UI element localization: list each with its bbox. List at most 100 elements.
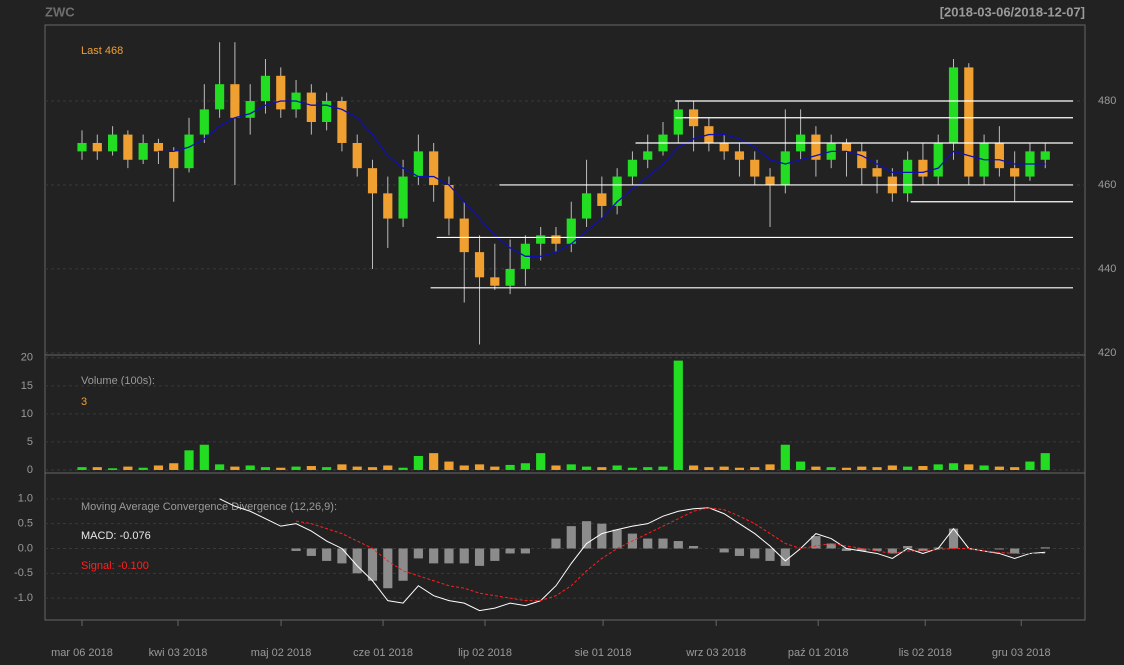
- histogram-bar: [429, 548, 439, 564]
- candle-body: [612, 176, 622, 206]
- volume-bar: [734, 467, 745, 470]
- candle-body: [383, 193, 393, 219]
- volume-bar: [245, 465, 255, 470]
- volume-bar: [964, 464, 974, 470]
- candle-body: [872, 168, 882, 177]
- candle-body: [123, 134, 133, 160]
- volume-bar: [520, 463, 530, 470]
- candle-body: [230, 84, 240, 118]
- histogram-bar: [948, 528, 959, 549]
- volume-bar: [1025, 461, 1035, 470]
- histogram-bar: [566, 526, 576, 549]
- x-tick-label: maj 02 2018: [251, 647, 312, 659]
- histogram-bar: [413, 548, 423, 559]
- volume-bar: [413, 455, 423, 470]
- histogram-bar: [673, 541, 683, 549]
- volume-bar: [903, 466, 913, 470]
- x-tick-label: sie 01 2018: [575, 647, 632, 659]
- candle-body: [994, 142, 1004, 169]
- candle-body: [964, 67, 974, 177]
- candle-body: [780, 151, 790, 185]
- volume-title: Volume (100s):: [81, 375, 155, 387]
- histogram-bar: [750, 548, 760, 559]
- y-tick-label: 0.0: [18, 542, 33, 554]
- histogram-bar: [322, 548, 332, 561]
- volume-bar: [627, 467, 638, 470]
- histogram-bar: [459, 548, 469, 564]
- volume-bar: [1010, 467, 1020, 470]
- volume-bar: [612, 465, 622, 470]
- volume-bar: [566, 464, 576, 470]
- candle-body: [322, 100, 332, 122]
- x-tick-label: paź 01 2018: [788, 647, 849, 659]
- histogram-bar: [612, 529, 622, 549]
- histogram-bar: [643, 538, 653, 549]
- volume-bar: [184, 450, 194, 470]
- volume-bar: [169, 463, 179, 470]
- candle-body: [566, 218, 576, 244]
- volume-bar: [719, 466, 729, 470]
- y-tick-label: 10: [21, 408, 33, 420]
- candle-body: [811, 134, 821, 160]
- histogram-bar: [444, 548, 454, 564]
- candle-body: [750, 159, 760, 177]
- volume-bar: [306, 466, 316, 470]
- last-price: Last 468: [81, 45, 123, 57]
- x-tick-label: wrz 03 2018: [685, 647, 746, 659]
- histogram-bar: [291, 548, 301, 551]
- histogram-bar: [597, 523, 607, 549]
- histogram-bar: [505, 548, 515, 554]
- y-tick-label: 0: [27, 464, 33, 476]
- chart-title: ZWC: [45, 4, 75, 19]
- candle-body: [734, 151, 745, 160]
- candle-body: [199, 109, 209, 135]
- y-tick-label: 0.5: [18, 518, 33, 530]
- candle-body: [260, 75, 271, 101]
- volume-bar: [230, 466, 240, 470]
- candle-body: [306, 92, 316, 122]
- candle-body: [948, 67, 959, 143]
- volume-bar: [429, 453, 439, 470]
- volume-bar: [291, 466, 301, 470]
- volume-bar: [796, 461, 806, 470]
- x-tick-label: cze 01 2018: [353, 647, 413, 659]
- moving-average: [158, 100, 1046, 257]
- candle-body: [857, 151, 867, 169]
- candle-body: [505, 268, 515, 286]
- volume-bar: [138, 467, 148, 470]
- volume-bar: [322, 467, 332, 470]
- histogram-bar: [994, 548, 1004, 550]
- candle-body: [276, 75, 286, 110]
- macd-title: Moving Average Convergence Divergence (1…: [81, 501, 337, 513]
- volume-bar: [658, 466, 668, 470]
- volume-bar: [444, 461, 454, 470]
- y-tick-label: 15: [21, 380, 33, 392]
- candle-body: [245, 100, 255, 118]
- histogram-bar: [352, 548, 362, 574]
- histogram-bar: [337, 548, 347, 564]
- histogram-bar: [734, 548, 745, 556]
- candle-body: [215, 84, 225, 110]
- x-tick-label: kwi 03 2018: [149, 647, 208, 659]
- histogram-bar: [1040, 547, 1050, 549]
- histogram-bar: [551, 538, 561, 549]
- macd-label: MACD: -0.076: [81, 530, 151, 542]
- histogram-bar: [367, 548, 378, 581]
- volume-bar: [337, 464, 347, 470]
- histogram-bar: [581, 521, 592, 549]
- candle-body: [107, 134, 118, 152]
- candle-body: [337, 100, 347, 143]
- x-tick-label: mar 06 2018: [51, 647, 113, 659]
- last-volume: 3: [81, 396, 87, 408]
- volume-bar: [750, 467, 760, 470]
- volume-bar: [474, 464, 485, 470]
- volume-bar: [933, 464, 943, 470]
- y-tick-label: -0.5: [14, 567, 33, 579]
- histogram-bar: [474, 548, 485, 566]
- x-tick-label: lip 02 2018: [458, 647, 512, 659]
- volume-bar: [704, 467, 714, 470]
- histogram-bar: [1010, 548, 1020, 554]
- candle-body: [413, 151, 423, 177]
